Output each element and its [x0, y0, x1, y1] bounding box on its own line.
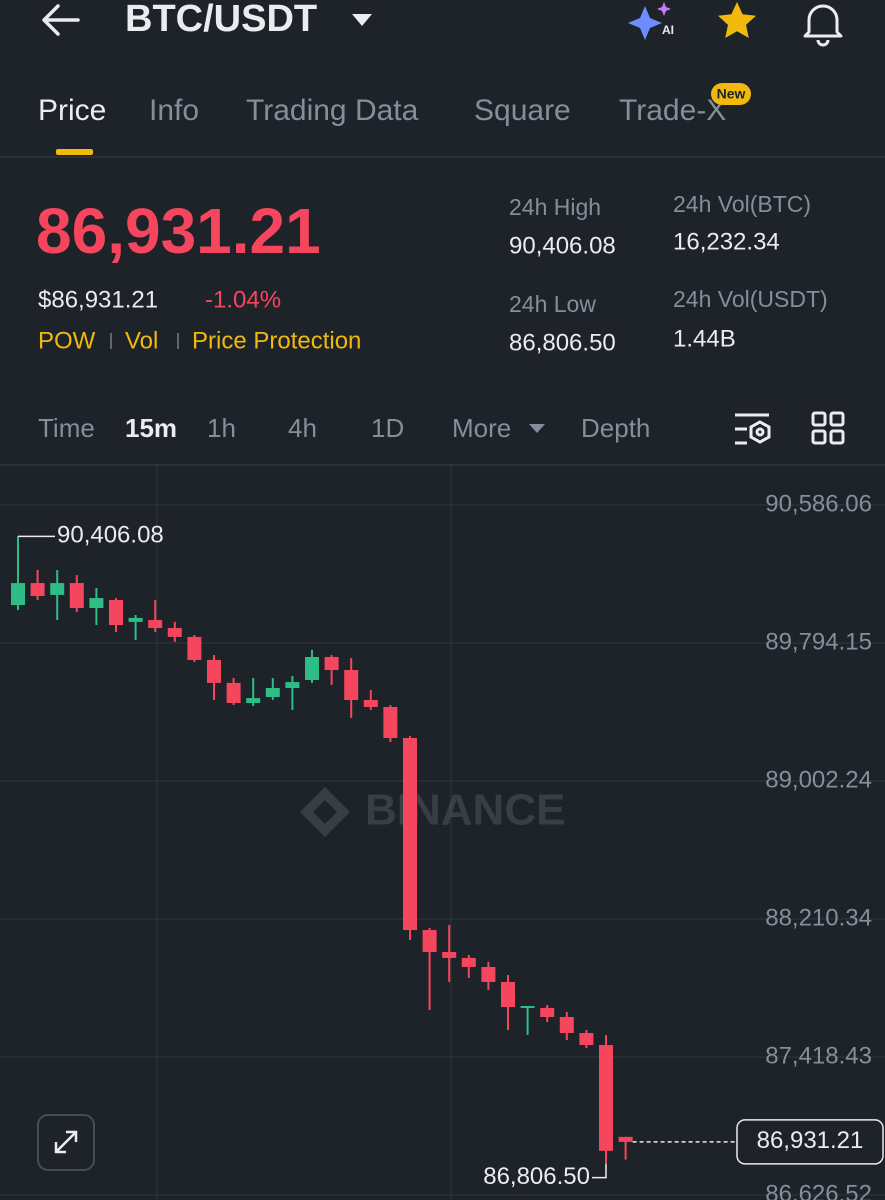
- favorite-button[interactable]: [718, 2, 756, 38]
- layout-button[interactable]: [811, 411, 845, 445]
- tag-row: POW Vol Price Protection: [38, 327, 361, 354]
- candle-body: [246, 698, 261, 703]
- candle-body: [30, 583, 45, 596]
- pair-dropdown[interactable]: [352, 14, 372, 26]
- y-tick-label: 89,794.15: [765, 628, 872, 655]
- candle-body: [148, 620, 163, 629]
- candlestick-chart: 90,586.06 89,794.15 89,002.24 88,210.34 87,4…: [0, 490, 885, 1200]
- candle-body: [461, 957, 476, 967]
- interval[interactable]: 1D: [371, 413, 404, 443]
- stat-value: 16,232.34: [673, 228, 780, 255]
- candle-body: [305, 656, 319, 680]
- stat-value: 1.44B: [673, 325, 736, 352]
- candle-body: [128, 617, 143, 622]
- stats: 24h High 90,406.08 24h Vol(BTC) 16,232.34 24…: [509, 191, 828, 356]
- candle-body: [50, 583, 65, 595]
- back-button[interactable]: [42, 4, 80, 36]
- candle-body: [89, 598, 104, 608]
- candle-body: [403, 737, 417, 931]
- candle-body: [207, 659, 221, 683]
- interval[interactable]: Depth: [581, 413, 650, 443]
- svg-text:AI: AI: [662, 23, 674, 37]
- candle-body: [540, 1007, 555, 1017]
- active-tab-indicator: [56, 149, 93, 155]
- candle-body: [265, 687, 280, 698]
- tab[interactable]: Price: [38, 94, 106, 127]
- candle-body: [187, 636, 202, 660]
- candle-body: [579, 1033, 594, 1046]
- interval: Time: [38, 413, 95, 443]
- tab[interactable]: Trade-X: [619, 94, 726, 127]
- tag[interactable]: Vol: [125, 327, 158, 354]
- expand-button[interactable]: [37, 1114, 95, 1171]
- interval[interactable]: More: [452, 413, 511, 443]
- stat-label: 24h High: [509, 194, 601, 220]
- candle-body: [559, 1016, 574, 1034]
- stat-label: 24h Vol(BTC): [673, 191, 811, 217]
- y-tick-label: 87,418.43: [765, 1042, 872, 1069]
- interval[interactable]: 1h: [207, 413, 236, 443]
- high-marker-label: 90,406.08: [57, 522, 164, 549]
- tab[interactable]: Trading Data: [246, 94, 419, 127]
- candle-body: [501, 981, 515, 1008]
- candle-body: [618, 1136, 633, 1142]
- stat-label: 24h Low: [509, 291, 596, 317]
- y-tick-label: 88,210.34: [765, 904, 872, 931]
- watermark: BINANCE: [300, 786, 565, 837]
- candle-body: [422, 930, 437, 952]
- candle-body: [442, 951, 457, 958]
- tag[interactable]: Price Protection: [192, 327, 361, 354]
- chart-settings-button[interactable]: [735, 413, 771, 445]
- new-badge: [711, 83, 751, 105]
- last-price-label: 86,931.21: [757, 1127, 864, 1154]
- y-tick-label: 86,626.52: [765, 1180, 872, 1200]
- ai-button[interactable]: AI: [628, 2, 674, 40]
- candle-body: [344, 670, 359, 701]
- candle-body: [599, 1045, 613, 1151]
- low-marker-line: [592, 1163, 607, 1179]
- candle-body: [285, 682, 300, 688]
- candle-body: [109, 599, 123, 626]
- tag[interactable]: POW: [38, 327, 96, 354]
- candle-body: [11, 583, 25, 606]
- candle-body: [481, 966, 496, 982]
- candle-body: [69, 583, 84, 608]
- notification-button[interactable]: [803, 4, 843, 47]
- interval[interactable]: 15m: [125, 413, 177, 443]
- candle-body: [520, 1006, 535, 1009]
- candle-body: [383, 706, 398, 738]
- candle-body: [324, 656, 339, 671]
- last-price-box: [736, 1119, 884, 1165]
- y-tick-label: 89,002.24: [765, 766, 872, 793]
- stat-label: 24h Vol(USDT): [673, 286, 828, 312]
- low-marker-label: 86,806.50: [483, 1163, 590, 1190]
- more-dropdown[interactable]: [529, 424, 545, 433]
- stat-value: 86,806.50: [509, 329, 616, 356]
- last-price: 86,931.21: [36, 195, 321, 267]
- new-badge-text: New: [717, 86, 746, 102]
- y-tick-label: 90,586.06: [765, 490, 872, 517]
- watermark-text: BINANCE: [365, 786, 565, 835]
- interval-bar: Time 15m 1h 4h 1D More Depth: [38, 413, 650, 443]
- tab[interactable]: Info: [149, 94, 199, 127]
- candle-body: [363, 700, 378, 707]
- candle-body: [226, 682, 241, 703]
- candle-body: [167, 628, 182, 637]
- tab-bar: Price Info Trading Data Square Trade-X: [38, 94, 726, 127]
- tab[interactable]: Square: [474, 94, 571, 127]
- pair-title[interactable]: BTC/USDT: [125, 0, 317, 40]
- price-change: -1.04%: [205, 286, 281, 313]
- interval[interactable]: 4h: [288, 413, 317, 443]
- stat-value: 90,406.08: [509, 232, 616, 259]
- fiat-price: $86,931.21: [38, 286, 158, 313]
